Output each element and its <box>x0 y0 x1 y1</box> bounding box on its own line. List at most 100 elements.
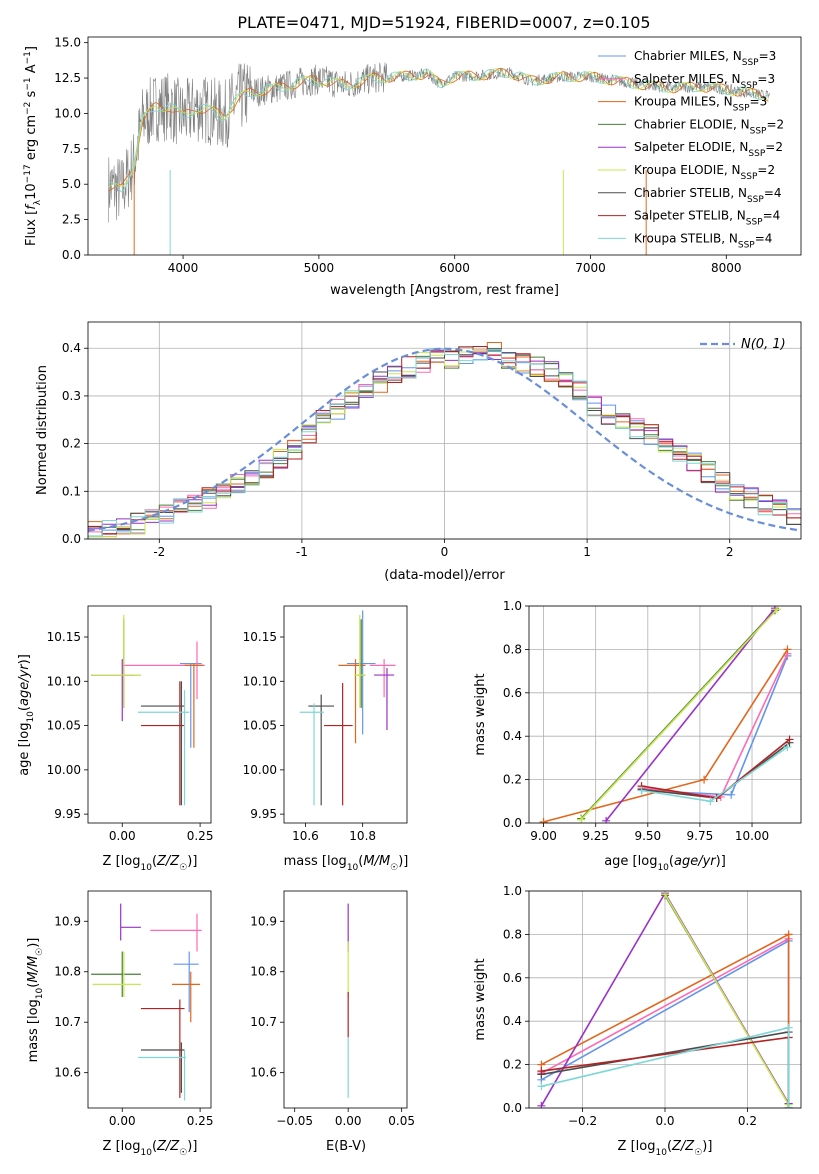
weight-marker <box>537 1067 546 1076</box>
axes-frame <box>283 605 408 824</box>
axes-frame <box>283 890 408 1109</box>
y-tick-label: 0.0 <box>62 248 81 262</box>
x-tick-label: 1 <box>583 545 591 559</box>
x-tick-label: −0.2 <box>568 1114 597 1128</box>
x-tick-label: 0.05 <box>388 1114 415 1128</box>
y-tick-label: 0.2 <box>503 1058 522 1072</box>
axes-spectrum: 4000 5000 6000 7000 8000 0.0 2.5 5.0 7.5 10.0 12.5… <box>23 36 802 298</box>
y-tick-label: 10.05 <box>47 719 81 733</box>
weight-marker <box>706 797 715 806</box>
y-tick-label: 0.4 <box>503 729 522 743</box>
weight-line <box>541 937 789 1075</box>
weight-marker <box>637 786 646 795</box>
x-axis-label: age [log10(age/yr)] <box>604 854 726 873</box>
x-tick-label: 8000 <box>711 261 742 275</box>
y-tick-label: 10.8 <box>250 965 277 979</box>
weight-marker <box>783 645 792 654</box>
x-tick-label: 9.25 <box>582 829 609 843</box>
axes-mass_vs_Z: 0.00 0.25 10.6 10.7 10.8 10.9 Z [log10(Z/Z☉)] m… <box>26 890 213 1158</box>
x-tick-label: 0.0 <box>655 1114 674 1128</box>
observed-spectrum-line <box>108 62 770 223</box>
axes-weight_vs_Z: −0.2 0.0 0.2 0.0 0.2 0.4 0.6 0.8 1.0 mass weight Z… <box>473 884 802 1158</box>
y-tick-label: 10.8 <box>54 965 81 979</box>
x-tick-label: 10.8 <box>349 829 376 843</box>
x-tick-label: 0 <box>441 545 449 559</box>
y-tick-label: 10.6 <box>250 1066 277 1080</box>
legend-label: N(0, 1) <box>741 337 786 352</box>
x-tick-label: 0.00 <box>335 1114 362 1128</box>
weight-marker <box>661 891 669 899</box>
y-tick-label: 9.95 <box>54 807 81 821</box>
weight-marker <box>577 815 586 823</box>
y-tick-label: 0.8 <box>503 642 522 656</box>
y-tick-label: 0.0 <box>503 1101 522 1115</box>
y-tick-label: 0.2 <box>62 437 81 451</box>
x-tick-label: 9.00 <box>530 829 557 843</box>
axes-age_vs_Z: 0.00 0.25 9.95 10.00 10.05 10.10 10.15 Z [log10… <box>17 605 214 873</box>
y-tick-label: 10.9 <box>54 914 81 928</box>
weight-line <box>605 607 776 822</box>
legend-label: Chabrier STELIB, NSSP=4 <box>634 186 782 205</box>
y-tick-label: 1.0 <box>503 884 522 898</box>
x-tick-label: 10.6 <box>292 829 319 843</box>
y-axis-label: age [log10(age/yr)] <box>17 654 36 776</box>
weight-marker <box>602 816 611 823</box>
y-tick-label: 10.9 <box>250 914 277 928</box>
x-axis-label: mass [log10(M/M☉)] <box>284 854 409 873</box>
y-tick-label: 0.6 <box>503 971 522 985</box>
plot-area <box>299 610 396 806</box>
legend-label: Salpeter ELODIE, NSSP=2 <box>634 140 783 159</box>
weight-line <box>580 608 778 821</box>
y-tick-label: 10.7 <box>54 1015 81 1029</box>
x-tick-label: 9.50 <box>634 829 661 843</box>
y-tick-label: 0.1 <box>62 484 81 498</box>
legend-label: Kroupa ELODIE, NSSP=2 <box>634 163 775 182</box>
y-tick-label: 10.00 <box>243 763 277 777</box>
weight-line <box>664 893 790 1106</box>
legend-label: Salpeter MILES, NSSP=3 <box>634 72 775 91</box>
legend-label: Kroupa MILES, NSSP=3 <box>634 95 767 114</box>
model-spectrum-line <box>108 68 769 193</box>
y-axis-label: mass weight <box>473 958 488 1040</box>
y-tick-label: 12.5 <box>54 71 81 85</box>
plot-area <box>88 342 801 538</box>
axes-mass_vs_EBV: −0.05 0.00 0.05 10.6 10.7 10.8 10.9 E(B-V) <box>250 890 415 1154</box>
y-tick-label: 15.0 <box>54 36 81 50</box>
weight-line <box>541 1036 789 1072</box>
x-axis-label: Z [log10(Z/Z☉)] <box>103 1139 198 1158</box>
y-tick-label: 7.5 <box>62 142 81 156</box>
x-tick-label: 10.00 <box>735 829 769 843</box>
x-tick-label: 2 <box>726 545 734 559</box>
axes-age_vs_mass: 10.6 10.8 9.95 10.00 10.05 10.10 10.15 mass [lo… <box>243 605 409 873</box>
weight-marker <box>537 1082 546 1091</box>
y-tick-label: 1.0 <box>503 599 522 613</box>
weight-marker <box>773 606 782 614</box>
y-tick-label: 0.4 <box>503 1014 522 1028</box>
y-tick-label: 5.0 <box>62 177 81 191</box>
weight-marker <box>784 1104 793 1108</box>
axes-weight_vs_age: 9.00 9.25 9.50 9.75 10.00 0.0 0.2 0.4 0.6 0.8 1.0 m… <box>473 599 802 873</box>
x-tick-label: 4000 <box>168 261 199 275</box>
plot-area <box>91 903 202 1101</box>
x-tick-label: -2 <box>153 545 165 559</box>
plot-area <box>539 606 794 823</box>
legend-label: Chabrier MILES, NSSP=3 <box>634 49 776 68</box>
x-tick-label: 0.00 <box>109 1114 136 1128</box>
y-axis-label: mass [log10(M/M☉)] <box>26 938 45 1063</box>
axes-frame <box>87 605 212 824</box>
x-axis-label: wavelength [Angstrom, rest frame] <box>330 283 559 298</box>
x-axis-label: E(B-V) <box>326 1139 366 1154</box>
y-tick-label: 10.7 <box>250 1015 277 1029</box>
weight-marker <box>539 817 548 823</box>
x-axis-label: Z [log10(Z/Z☉)] <box>618 1139 713 1158</box>
x-axis-label: (data-model)/error <box>384 568 505 583</box>
x-tick-label: 9.75 <box>687 829 714 843</box>
legend-label: Chabrier ELODIE, NSSP=2 <box>634 117 784 136</box>
weight-marker <box>783 743 792 752</box>
plot-area <box>108 62 770 255</box>
y-tick-label: 0.3 <box>62 389 81 403</box>
weight-marker <box>727 790 736 799</box>
x-tick-label: 0.25 <box>187 829 214 843</box>
x-tick-label: 7000 <box>575 261 606 275</box>
